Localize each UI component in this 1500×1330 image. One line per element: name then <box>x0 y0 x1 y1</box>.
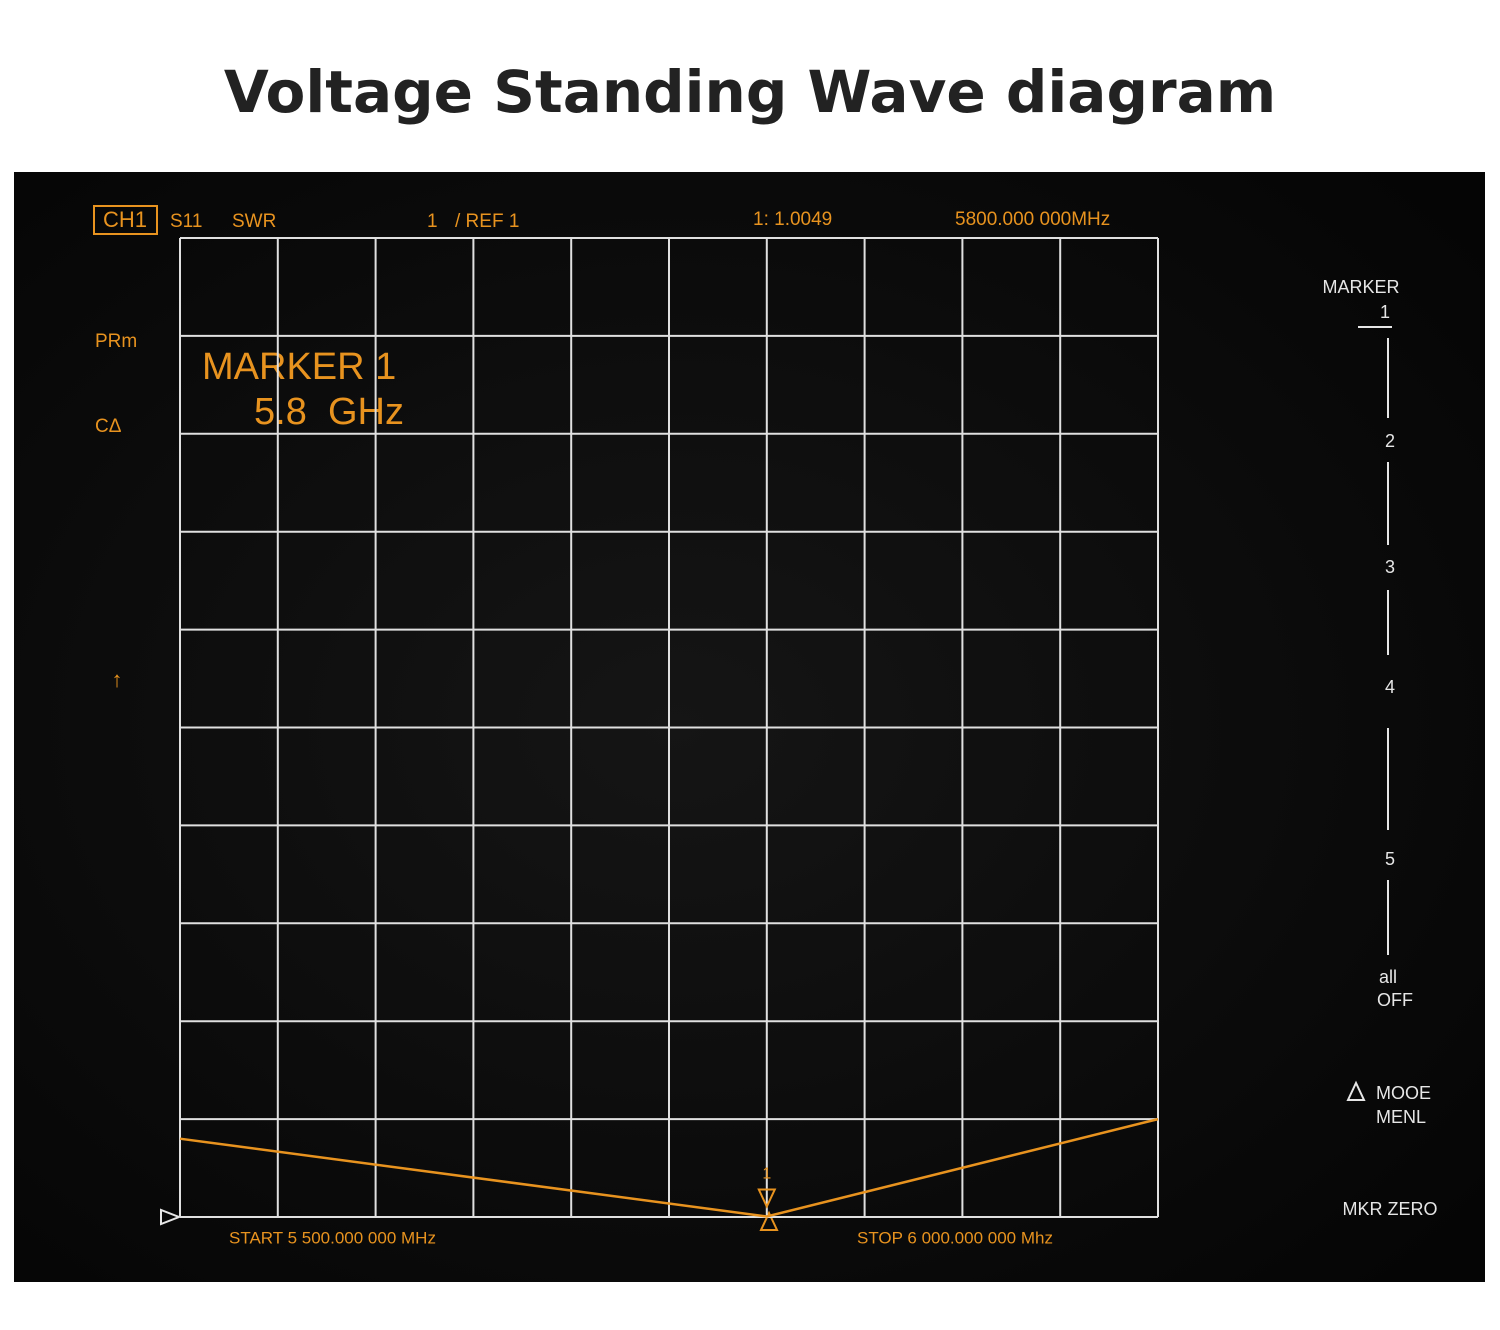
channel-box <box>93 205 158 235</box>
marker-1 <box>757 1188 777 1209</box>
title: Voltage Standing Wave diagram <box>224 58 1276 126</box>
marker-annotation: MARKER 1 <box>202 346 396 388</box>
menu-item[interactable]: 2 <box>1385 431 1395 451</box>
menu-item[interactable]: 3 <box>1385 557 1395 577</box>
left-label: ↑ <box>112 667 123 692</box>
menu-item[interactable]: MOOE <box>1376 1083 1431 1103</box>
menu-item[interactable]: OFF <box>1377 990 1413 1010</box>
delta-marker <box>759 1210 779 1231</box>
param: S11 <box>170 211 202 232</box>
menu-item[interactable]: 1 <box>1380 302 1390 322</box>
menu-item[interactable]: 4 <box>1385 677 1395 697</box>
menu-item[interactable]: MENL <box>1376 1107 1426 1127</box>
mode-icon <box>1346 1080 1366 1101</box>
trace <box>179 1117 1159 1218</box>
menu-item[interactable]: MKR ZERO <box>1342 1199 1437 1219</box>
marker-1-label: 1 <box>762 1166 771 1183</box>
left-label: CΔ <box>95 416 122 437</box>
menu-item[interactable]: all <box>1379 967 1397 987</box>
channel: CH1 <box>103 207 147 232</box>
format: SWR <box>232 211 276 232</box>
marker-readout: 1: 1.0049 <box>753 209 832 230</box>
ref: / REF 1 <box>455 211 519 232</box>
menu-item[interactable]: 5 <box>1385 849 1395 869</box>
scale: 1 <box>427 211 438 232</box>
ref-pointer <box>160 1208 182 1226</box>
menu-title: MARKER <box>1322 277 1399 297</box>
stop-freq: STOP 6 000.000 000 Mhz <box>857 1228 1053 1247</box>
start-freq: START 5 500.000 000 MHz <box>229 1228 436 1247</box>
left-label: PRm <box>95 331 137 352</box>
marker-freq: 5800.000 000MHz <box>955 209 1110 230</box>
marker-annotation: 5.8 GHz <box>254 391 404 433</box>
